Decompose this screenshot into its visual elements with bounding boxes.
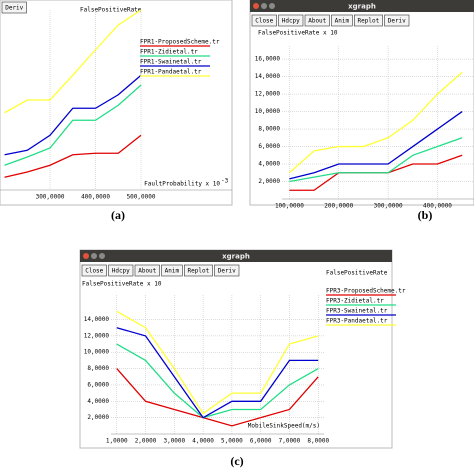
toolbar-button-label: Anim bbox=[335, 18, 350, 25]
series-line bbox=[116, 368, 319, 427]
x-tick-label: 6,0000 bbox=[250, 438, 272, 445]
x-tick-label: 3,0000 bbox=[163, 438, 185, 445]
y-tick-label: 14,0000 bbox=[255, 73, 281, 80]
panel-caption: (c) bbox=[230, 454, 243, 468]
toolbar-button[interactable] bbox=[108, 264, 134, 277]
legend-label: FPR1-Pandaetal.tr bbox=[140, 69, 202, 76]
panel-caption: (b) bbox=[418, 208, 433, 222]
x-tick-label: 200,0000 bbox=[324, 203, 353, 210]
toolbar-button[interactable] bbox=[304, 14, 330, 27]
x-tick-label: 400,0000 bbox=[81, 194, 110, 201]
series-line bbox=[4, 84, 142, 166]
chart-title: FalsePositiveRate bbox=[326, 270, 388, 277]
chart-title: FalsePositiveRate bbox=[80, 7, 142, 14]
y-axis-label: FalsePositiveRate x 10 bbox=[258, 30, 338, 37]
y-tick-label: 12,0000 bbox=[84, 332, 110, 339]
legend-label: FPR3-ProposedScheme.tr bbox=[326, 288, 406, 295]
window-title: xgraph bbox=[348, 3, 376, 11]
legend-label: FPR3-Zidietal.tr bbox=[326, 298, 384, 305]
toolbar-button-label: Hdcpy bbox=[282, 18, 300, 25]
series-line bbox=[4, 9, 142, 114]
toolbar-button-label: Close bbox=[85, 268, 103, 275]
y-axis-label: FalsePositiveRate x 10 bbox=[82, 281, 162, 288]
toolbar-button[interactable] bbox=[251, 14, 277, 27]
toolbar-button-label: Deriv bbox=[5, 5, 23, 12]
window-control bbox=[269, 3, 275, 9]
toolbar-button-label: Anim bbox=[165, 268, 180, 275]
toolbar-button-label: Hdcpy bbox=[112, 268, 130, 275]
toolbar-button[interactable] bbox=[134, 264, 160, 277]
series-line bbox=[288, 71, 463, 174]
toolbar-button-label: Replot bbox=[188, 268, 210, 275]
x-tick-label: 4,0000 bbox=[192, 438, 214, 445]
x-axis-label: FaultProbability x 10 bbox=[144, 181, 220, 188]
x-tick-label: 8,0000 bbox=[307, 438, 329, 445]
window-control bbox=[253, 3, 259, 9]
window-title: xgraph bbox=[222, 253, 250, 261]
y-tick-label: 2,0000 bbox=[258, 178, 280, 185]
legend-label: FPR1-Swainetal.tr bbox=[140, 59, 202, 66]
title-bar bbox=[80, 250, 392, 262]
toolbar-button[interactable] bbox=[353, 14, 383, 27]
toolbar-button-label: Deriv bbox=[388, 18, 406, 25]
y-tick-label: 14,0000 bbox=[84, 316, 110, 323]
window-control bbox=[99, 253, 105, 259]
series-line bbox=[116, 343, 319, 419]
toolbar-button[interactable] bbox=[278, 14, 304, 27]
toolbar-button-label: About bbox=[138, 268, 156, 275]
y-tick-label: 4,0000 bbox=[87, 398, 109, 405]
x-tick-label: 7,0000 bbox=[279, 438, 301, 445]
panel-caption: (a) bbox=[111, 208, 125, 222]
series-line bbox=[289, 137, 463, 183]
window-control bbox=[83, 253, 89, 259]
toolbar-button-label: Replot bbox=[358, 18, 380, 25]
x-tick-label: 5,0000 bbox=[221, 438, 243, 445]
y-tick-label: 8,0000 bbox=[258, 126, 280, 133]
y-tick-label: 2,0000 bbox=[87, 414, 109, 421]
y-tick-label: 4,0000 bbox=[258, 161, 280, 168]
x-tick-label: 100,0000 bbox=[275, 203, 304, 210]
title-bar bbox=[250, 0, 474, 12]
toolbar-button[interactable] bbox=[214, 264, 240, 277]
x-axis-label: MobileSinkSpeed(m/s) bbox=[248, 423, 320, 430]
series-line bbox=[116, 327, 319, 419]
toolbar-button[interactable] bbox=[1, 1, 27, 14]
y-tick-label: 12,0000 bbox=[255, 91, 281, 98]
toolbar-button[interactable] bbox=[331, 14, 353, 27]
series-line bbox=[116, 310, 319, 415]
legend-label: FPR3-Swainetal.tr bbox=[326, 308, 388, 315]
legend-label: FPR3-Pandaetal.tr bbox=[326, 318, 388, 325]
series-line bbox=[4, 74, 142, 156]
series-line bbox=[289, 111, 463, 180]
window-control bbox=[261, 3, 267, 9]
toolbar-button-label: Close bbox=[255, 18, 273, 25]
toolbar-button[interactable] bbox=[184, 264, 213, 277]
window bbox=[0, 0, 233, 206]
toolbar-button-label: About bbox=[308, 18, 326, 25]
legend-label: FPR1-ProposedScheme.tr bbox=[140, 39, 220, 46]
toolbar-button-label: Deriv bbox=[218, 268, 236, 275]
legend-label: FPR1-Zidietal.tr bbox=[140, 49, 198, 56]
x-tick-label: 2,0000 bbox=[135, 438, 157, 445]
window bbox=[249, 0, 474, 206]
y-tick-label: 16,0000 bbox=[255, 56, 281, 63]
series-line bbox=[4, 134, 142, 178]
y-tick-label: 6,0000 bbox=[87, 381, 109, 388]
toolbar-button[interactable] bbox=[81, 264, 107, 277]
window-control bbox=[91, 253, 97, 259]
x-axis-label-exponent: -3 bbox=[221, 178, 229, 185]
y-tick-label: 10,0000 bbox=[255, 108, 281, 115]
x-tick-label: 1,0000 bbox=[106, 438, 128, 445]
y-tick-label: 8,0000 bbox=[87, 365, 109, 372]
y-tick-label: 10,0000 bbox=[84, 349, 110, 356]
toolbar-button[interactable] bbox=[384, 14, 410, 27]
x-tick-label: 300,0000 bbox=[374, 203, 403, 210]
x-tick-label: 500,0000 bbox=[127, 194, 156, 201]
toolbar-button[interactable] bbox=[161, 264, 183, 277]
x-tick-label: 300,0000 bbox=[36, 194, 65, 201]
x-tick-label: 400,0000 bbox=[423, 203, 452, 210]
y-tick-label: 6,0000 bbox=[258, 143, 280, 150]
